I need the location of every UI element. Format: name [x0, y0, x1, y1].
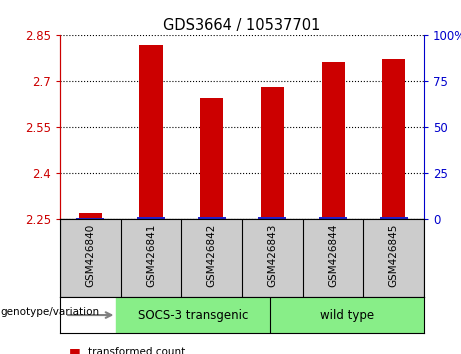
- Bar: [79, 213, 102, 219]
- Bar: [319, 217, 347, 219]
- Text: GSM426845: GSM426845: [389, 223, 399, 287]
- Bar: [321, 62, 345, 219]
- Text: SOCS-3 transgenic: SOCS-3 transgenic: [138, 309, 248, 321]
- Text: wild type: wild type: [320, 309, 374, 321]
- Text: GSM426843: GSM426843: [267, 223, 278, 287]
- Bar: [198, 217, 225, 219]
- Bar: [116, 297, 270, 333]
- Bar: [380, 217, 408, 219]
- Bar: [259, 217, 286, 219]
- Text: transformed count: transformed count: [88, 347, 185, 354]
- Text: GSM426841: GSM426841: [146, 223, 156, 287]
- Title: GDS3664 / 10537701: GDS3664 / 10537701: [163, 18, 321, 33]
- Text: genotype/variation: genotype/variation: [0, 307, 99, 316]
- Text: GSM426842: GSM426842: [207, 223, 217, 287]
- Bar: [139, 45, 163, 219]
- Text: GSM426844: GSM426844: [328, 223, 338, 287]
- Text: GSM426840: GSM426840: [85, 223, 95, 287]
- Bar: [137, 217, 165, 219]
- Text: ■: ■: [69, 346, 81, 354]
- Bar: [200, 98, 223, 219]
- Bar: [270, 297, 424, 333]
- Bar: [261, 87, 284, 219]
- Bar: [382, 59, 405, 219]
- Bar: [77, 218, 104, 219]
